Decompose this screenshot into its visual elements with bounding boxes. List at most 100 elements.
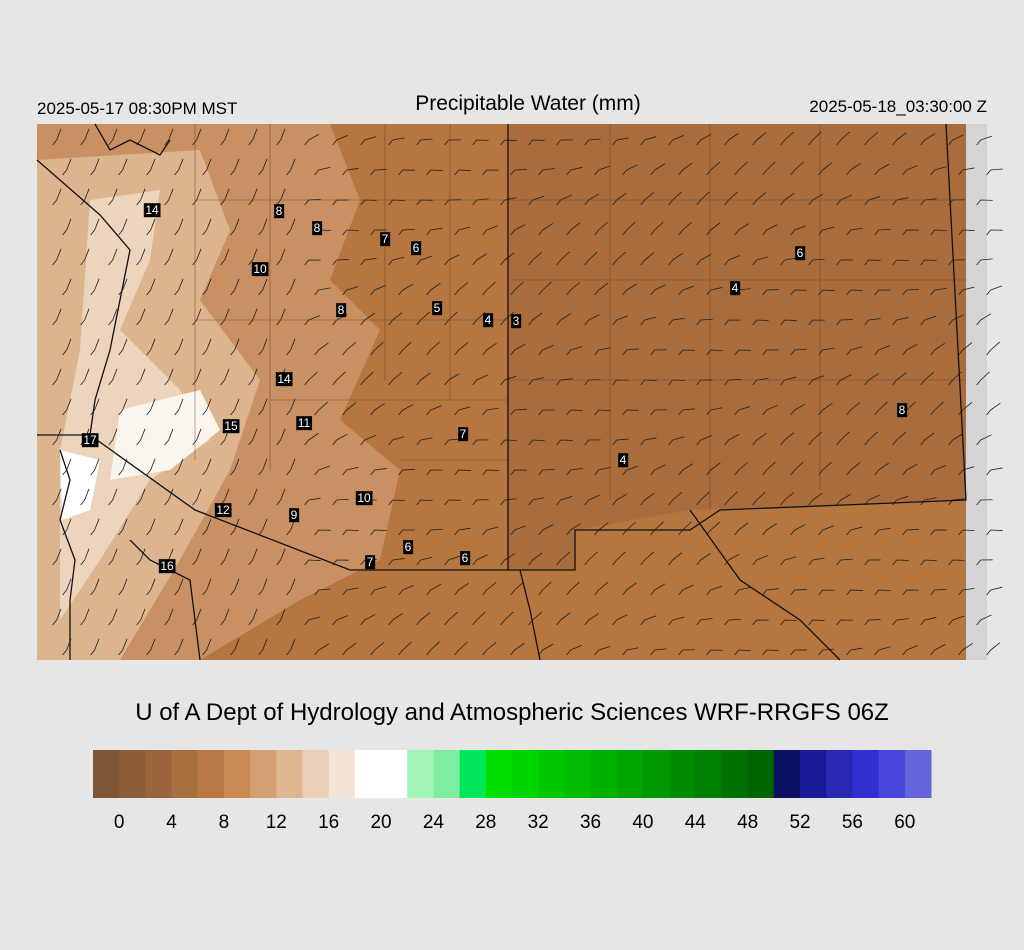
wind-barb: [136, 188, 146, 206]
wind-barb: [500, 139, 517, 146]
wind-barb: [136, 248, 146, 266]
wind-barb: [472, 499, 489, 506]
wind-barb: [108, 308, 118, 326]
wind-barb: [220, 368, 230, 386]
wind-barb: [818, 402, 833, 416]
wind-barb: [136, 548, 146, 566]
wind-barb: [892, 559, 909, 566]
wind-barb: [510, 525, 527, 536]
colorbar-cell: [407, 750, 434, 798]
wind-barb: [790, 289, 807, 296]
wind-barb: [258, 638, 268, 656]
wind-barb: [202, 158, 212, 176]
wind-barb: [678, 349, 695, 356]
wind-barb: [370, 642, 385, 656]
wind-barb: [370, 229, 387, 236]
wind-barb: [370, 586, 387, 596]
wind-barb: [612, 551, 626, 566]
wind-barb: [650, 521, 664, 536]
wind-barb: [398, 584, 414, 596]
wind-barb: [930, 644, 946, 656]
wind-barb: [388, 499, 405, 506]
wind-barb: [174, 458, 184, 476]
wind-barb: [500, 375, 517, 386]
wind-barb: [286, 158, 296, 176]
wind-barb: [388, 312, 403, 326]
wind-barb: [678, 521, 692, 536]
wind-barb: [276, 608, 286, 626]
wind-barb: [220, 248, 230, 266]
wind-barb: [566, 409, 583, 416]
pw-label: 9: [291, 508, 298, 522]
wind-barb: [62, 398, 72, 416]
wind-barb: [762, 588, 779, 596]
colorbar-tick-label: 52: [789, 812, 810, 833]
wind-barb: [556, 551, 571, 566]
pw-label: 6: [797, 246, 804, 260]
wind-barb: [836, 493, 852, 506]
wind-barb: [370, 284, 386, 296]
colorbar-tick-label: 24: [423, 812, 445, 833]
wind-barb: [902, 343, 918, 356]
wind-barb: [836, 558, 853, 566]
label-box: [365, 555, 376, 570]
colorbar-cell: [459, 750, 487, 798]
wind-barb: [482, 582, 497, 596]
label-box: [158, 559, 176, 574]
wind-barb: [678, 649, 695, 656]
wind-barb: [836, 194, 852, 206]
local-time: 2025-05-17 08:30PM MST: [37, 99, 237, 118]
wind-barb: [398, 341, 412, 356]
wind-barb: [874, 589, 891, 596]
wind-barb: [398, 529, 415, 536]
wind-barb: [230, 578, 240, 596]
wind-barb: [584, 613, 600, 626]
wind-barb: [80, 128, 90, 146]
wind-barb: [836, 319, 853, 326]
wind-barb: [118, 638, 128, 656]
wind-barb: [958, 643, 973, 656]
wind-barb: [416, 556, 433, 566]
colorbar-tick-label: 4: [166, 812, 177, 833]
wind-barb: [846, 289, 863, 296]
wind-barb: [696, 318, 713, 326]
wind-barb: [482, 407, 499, 416]
wind-barb: [332, 259, 349, 266]
wind-barb: [958, 167, 975, 176]
wind-barb: [370, 403, 385, 416]
wind-barb: [360, 313, 375, 326]
wind-barb: [108, 488, 118, 506]
wind-barb: [948, 134, 964, 146]
wind-barb: [118, 578, 128, 596]
wind-barb: [258, 278, 268, 296]
wind-barb: [808, 619, 825, 626]
colorbar-cell: [328, 750, 356, 798]
wind-barb: [118, 338, 128, 356]
wind-barb: [90, 158, 100, 176]
wind-barb: [902, 589, 919, 596]
wind-barb: [230, 638, 240, 656]
wind-barb: [594, 221, 608, 236]
wind-barb: [818, 226, 835, 236]
wind-barb: [678, 463, 694, 476]
wind-barb: [510, 224, 526, 236]
wind-barb: [892, 132, 907, 146]
wind-barb: [482, 342, 497, 356]
colorbar-cell: [695, 750, 722, 798]
wind-barb: [948, 559, 965, 566]
wind-barb: [192, 488, 202, 506]
wind-barb: [62, 278, 72, 296]
wind-barb: [948, 433, 964, 446]
wind-barb: [864, 431, 878, 446]
wind-barb: [566, 166, 583, 176]
colorbar-cell: [145, 750, 173, 798]
wind-barb: [118, 518, 128, 536]
wind-barb: [444, 373, 460, 386]
wind-barb: [650, 648, 667, 656]
wind-barb: [528, 552, 543, 566]
wind-barb: [276, 548, 286, 566]
colorbar-cell: [302, 750, 330, 798]
wind-barb: [528, 251, 543, 266]
wind-barb: [780, 492, 795, 506]
wind-barb: [398, 228, 415, 236]
